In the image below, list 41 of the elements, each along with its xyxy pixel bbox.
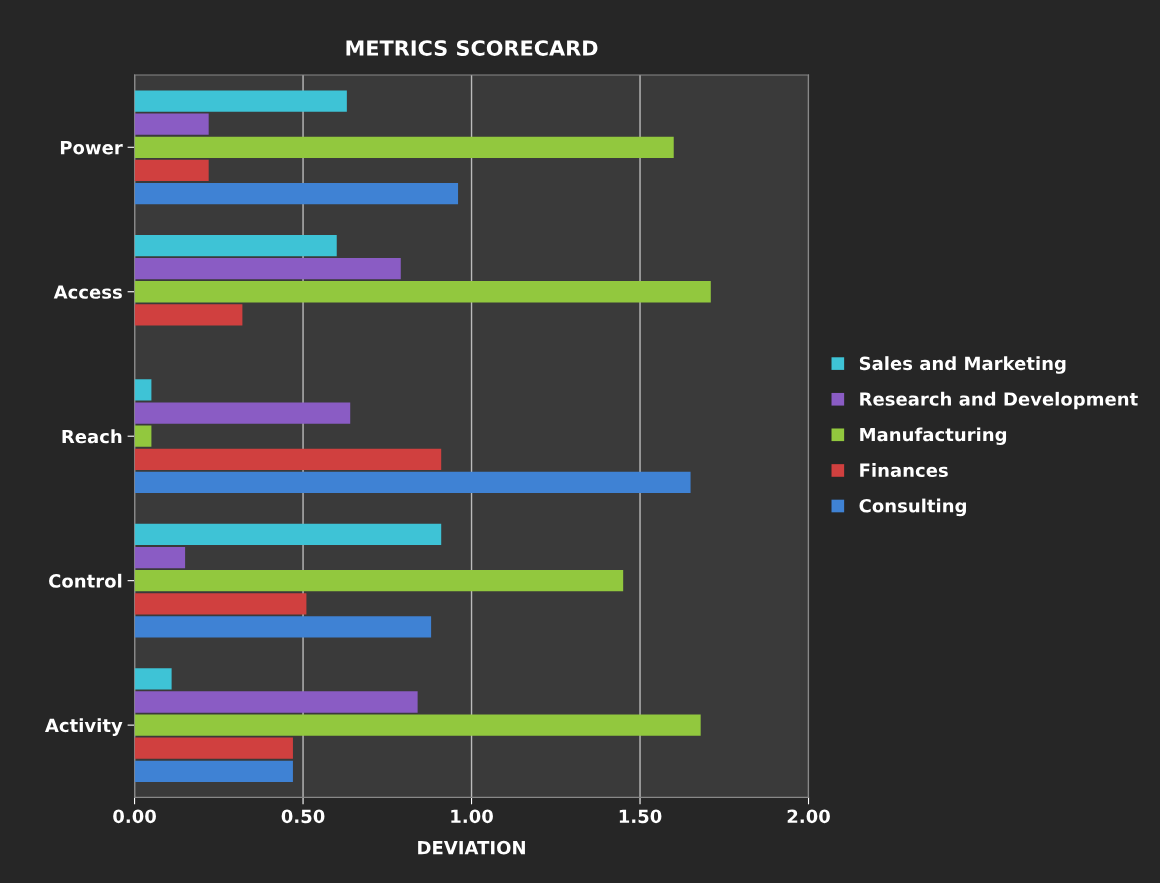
bar — [134, 691, 418, 713]
y-tick-label: Activity — [44, 718, 123, 736]
y-tick-label: Reach — [62, 429, 122, 444]
y-tick-label: Control — [49, 573, 122, 588]
bar — [134, 234, 337, 257]
bar — [134, 425, 152, 447]
bar — [134, 737, 293, 759]
bar — [134, 136, 674, 158]
x-tick-label: 1.00 — [451, 809, 493, 824]
bar — [134, 616, 432, 638]
y-tick-label: Power — [60, 140, 123, 155]
bar — [134, 258, 401, 280]
legend-label: Research and Development — [860, 391, 1138, 410]
bar — [134, 90, 347, 112]
bar — [134, 304, 243, 326]
bar — [134, 159, 209, 182]
chart-title: METRICS SCORECARD — [346, 40, 598, 56]
y-tick-label: Access — [53, 285, 122, 299]
bar — [134, 448, 442, 470]
x-tick-label: 0.00 — [113, 809, 156, 824]
bar — [134, 714, 701, 736]
bar — [134, 471, 691, 494]
legend-label: Consulting — [859, 498, 966, 517]
bar — [134, 668, 172, 690]
x-tick-label: 2.00 — [787, 809, 830, 824]
bar — [134, 402, 351, 424]
bar — [134, 593, 307, 615]
bar — [134, 570, 624, 592]
bar — [134, 760, 293, 782]
legend-label: Finances — [860, 463, 948, 478]
legend-label: Sales and Marketing — [859, 356, 1066, 374]
bar — [134, 379, 152, 401]
bar — [134, 546, 186, 569]
bar — [134, 182, 459, 205]
x-axis-title: DEVIATION — [418, 840, 525, 855]
x-tick-label: 0.50 — [281, 809, 325, 824]
x-tick-label: 1.50 — [619, 809, 662, 824]
bar — [134, 523, 442, 546]
bar — [134, 281, 711, 303]
legend-label: Manufacturing — [860, 427, 1007, 446]
bar — [134, 113, 209, 135]
